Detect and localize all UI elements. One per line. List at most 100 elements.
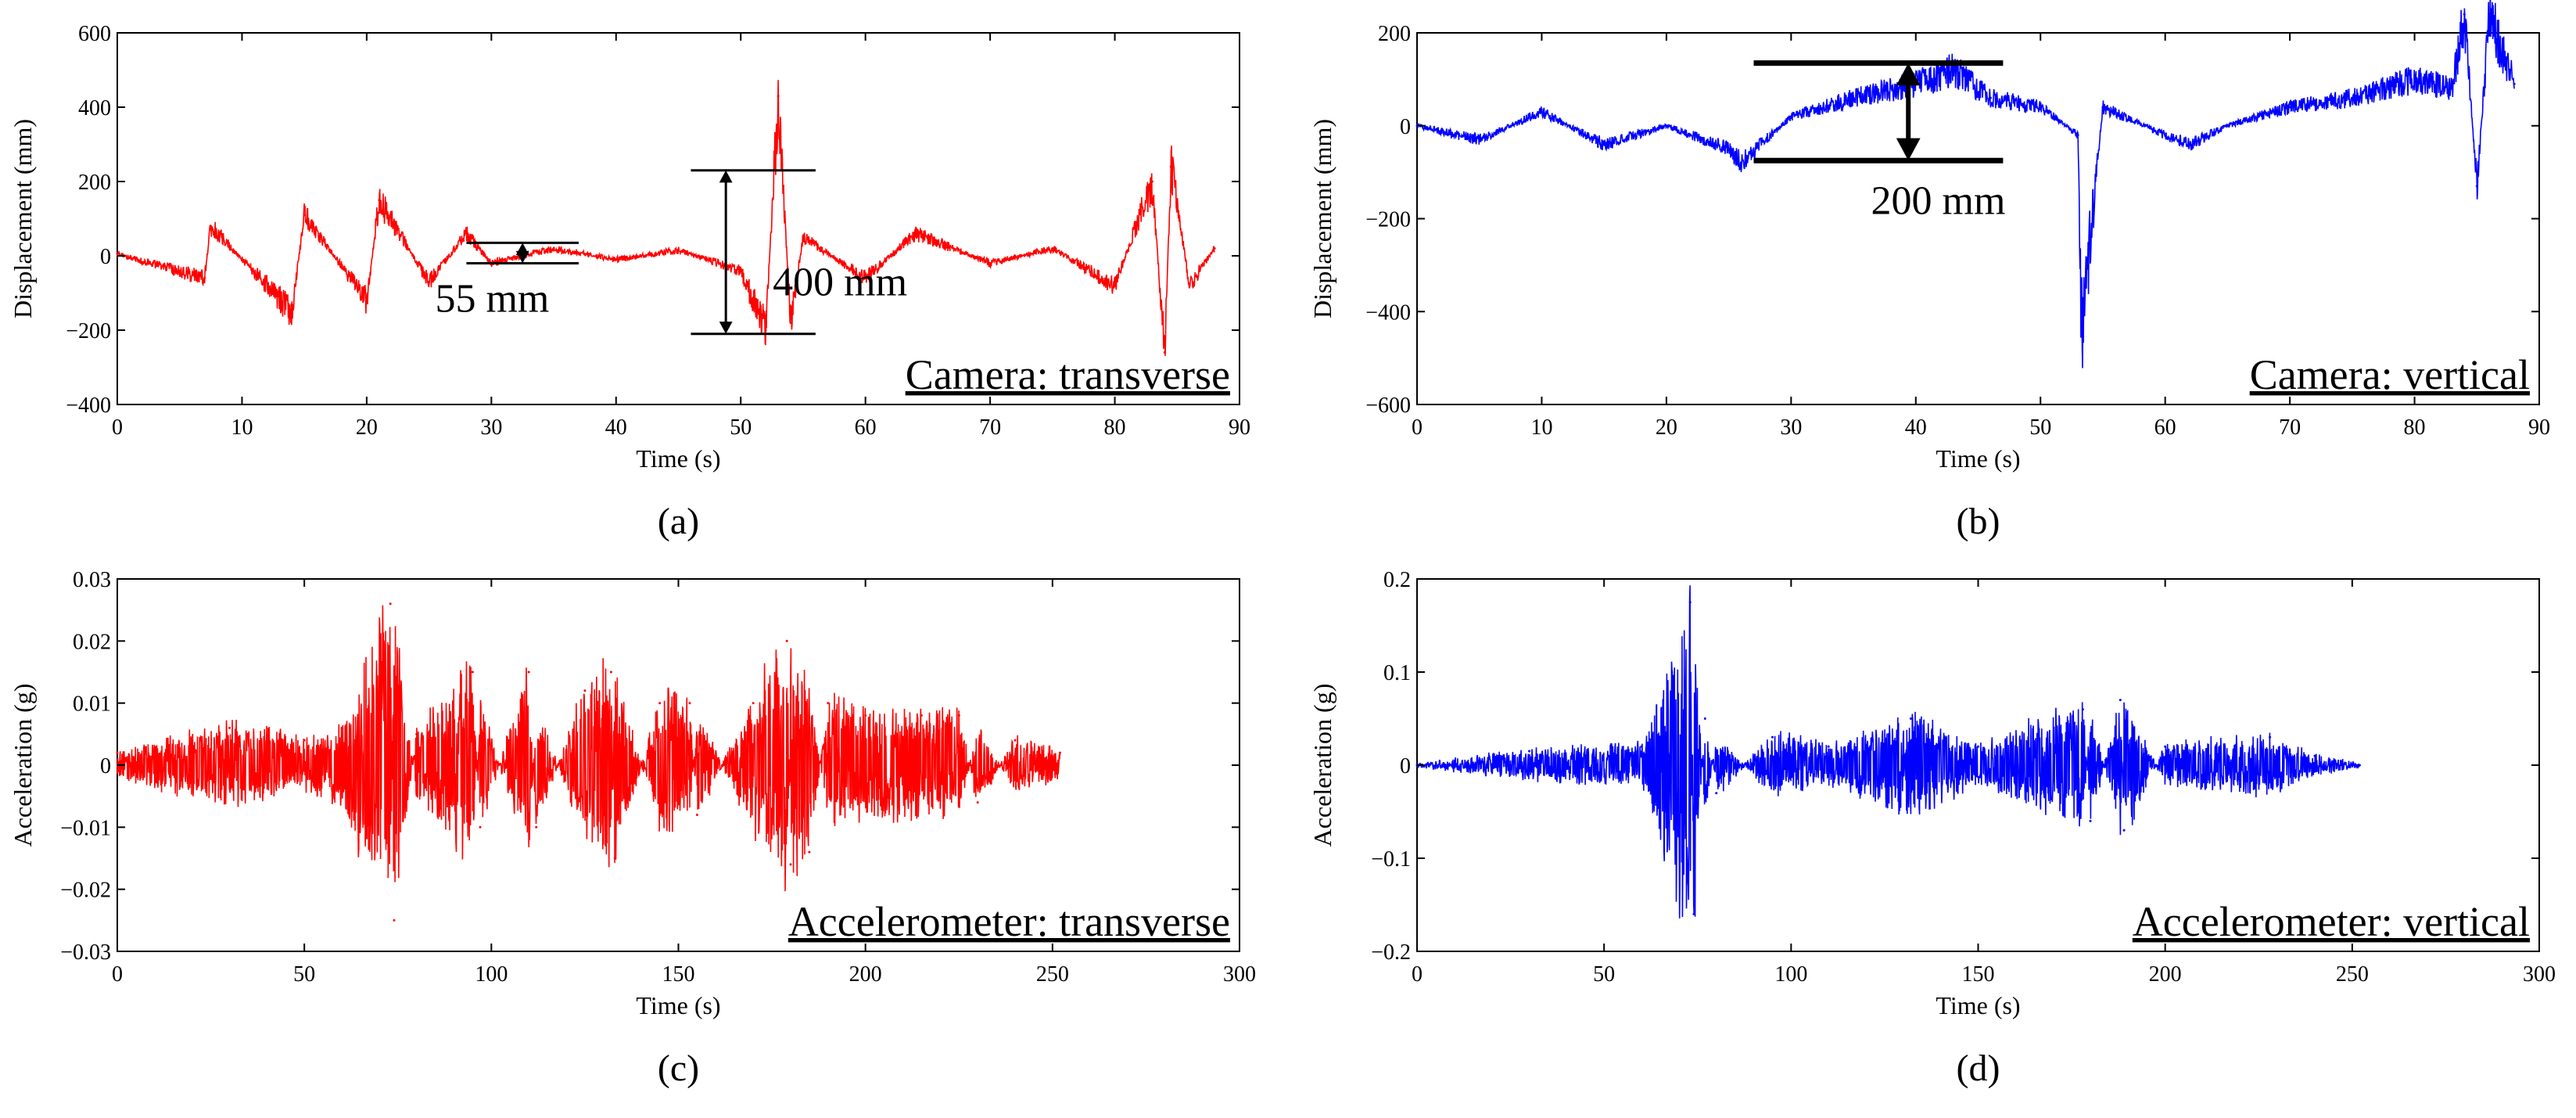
data-point (2475, 185, 2478, 188)
panel-label: (d) (1957, 1048, 2000, 1089)
data-point (1952, 69, 1955, 71)
y-tick-label: −600 (1365, 394, 1411, 418)
data-point (1740, 161, 1743, 164)
data-point (1602, 143, 1606, 146)
data-point (1163, 351, 1166, 354)
x-tick-label: 250 (1036, 962, 1069, 987)
panel-b: 0 10 20 30 40 50 60 70 80 90 −600 −400 −200 0 200 Time … (1308, 0, 2550, 542)
data-point (527, 670, 530, 674)
data-point (789, 322, 792, 324)
y-tick-label: 0 (100, 245, 111, 269)
x-tick-label: 100 (475, 962, 508, 987)
y-axis-label: Acceleration (g) (1308, 684, 1336, 847)
y-tick-label: −0.01 (60, 816, 111, 840)
data-point (415, 732, 418, 735)
dimension-label: 400 mm (773, 260, 907, 304)
data-point (2164, 134, 2167, 137)
data-point (1478, 138, 1481, 142)
data-point (1692, 912, 1695, 915)
data-point (116, 751, 119, 754)
data-point (365, 299, 368, 302)
data-point (2122, 829, 2126, 832)
plot-frame (117, 32, 1240, 405)
x-tick-label: 300 (2523, 962, 2556, 987)
x-tick-label: 50 (2029, 415, 2051, 440)
x-tick-label: 0 (1412, 415, 1423, 440)
data-point (203, 277, 206, 279)
data-point (1014, 739, 1017, 742)
data-point (2081, 708, 2084, 711)
data-point (1909, 717, 1912, 720)
data-point (864, 714, 867, 717)
x-axis-label: Time (s) (1936, 444, 2020, 473)
x-tick-label: 50 (293, 962, 315, 987)
x-tick-label: 60 (855, 415, 877, 440)
data-point (2076, 134, 2079, 137)
y-tick-label: −200 (1365, 208, 1411, 232)
x-tick-label: 150 (662, 962, 695, 987)
x-axis-label: Time (s) (636, 444, 720, 473)
x-tick-label: 30 (480, 415, 502, 440)
x-tick-label: 50 (1593, 962, 1615, 987)
data-point (340, 726, 343, 729)
y-tick-label: 0 (100, 754, 111, 778)
data-point (1188, 284, 1191, 287)
y-axis-label: Displacement (mm) (1308, 119, 1336, 318)
y-tick-label: 200 (1378, 22, 1411, 46)
x-tick-label: 10 (231, 415, 253, 440)
data-point (777, 95, 780, 98)
panel-title: Camera: transverse (906, 351, 1230, 398)
data-point (1703, 717, 1706, 720)
panel-label: (c) (658, 1048, 699, 1089)
arrowhead-up (1896, 63, 1921, 86)
x-tick-label: 10 (1530, 415, 1552, 440)
data-point (1852, 96, 1855, 99)
y-tick-label: 0 (1400, 115, 1411, 139)
data-point (920, 714, 923, 717)
data-point (2488, 13, 2491, 16)
data-point (1827, 745, 1830, 748)
panel-c: 0 50 100 150 200 250 300 −0.03 −0.02 −0.01 0 0.01 0.… (9, 568, 1256, 1089)
data-point (1150, 180, 1153, 183)
x-tick-label: 60 (2154, 415, 2176, 440)
y-axis-label: Displacement (mm) (9, 119, 37, 318)
data-point (2463, 13, 2466, 16)
data-point (116, 253, 119, 256)
y-tick-label: −0.2 (1371, 940, 1411, 965)
data-point (2039, 106, 2042, 109)
data-point (764, 329, 767, 332)
y-tick-label: −0.03 (60, 940, 111, 965)
panel-label: (b) (1957, 501, 2000, 542)
data-point (2450, 87, 2453, 90)
data-point (695, 814, 698, 816)
data-point (1715, 792, 1718, 795)
data-point (2358, 764, 2361, 767)
y-tick-label: 0.2 (1383, 568, 1411, 592)
x-tick-label: 50 (730, 415, 752, 440)
data-point (2513, 82, 2516, 85)
data-point (2189, 143, 2192, 146)
data-point (1114, 284, 1117, 287)
series-line (117, 80, 1215, 356)
data-point (2089, 819, 2092, 822)
y-tick-label: −400 (66, 394, 111, 418)
arrowhead-up (719, 170, 733, 183)
dimension-label: 55 mm (435, 277, 549, 322)
x-tick-label: 0 (1412, 962, 1423, 987)
x-tick-label: 90 (2528, 415, 2550, 440)
data-point (785, 639, 788, 642)
data-point (290, 310, 293, 313)
data-point (471, 670, 474, 674)
data-point (210, 225, 213, 228)
data-point (552, 247, 555, 250)
data-point (1051, 247, 1054, 250)
x-tick-label: 200 (849, 962, 882, 987)
panel-label: (a) (658, 501, 699, 542)
data-point (658, 702, 662, 705)
x-tick-label: 20 (356, 415, 378, 440)
y-tick-label: 0.03 (73, 568, 111, 592)
data-point (583, 689, 587, 692)
data-point (688, 702, 691, 705)
y-tick-label: −200 (66, 319, 111, 343)
data-point (378, 199, 381, 202)
